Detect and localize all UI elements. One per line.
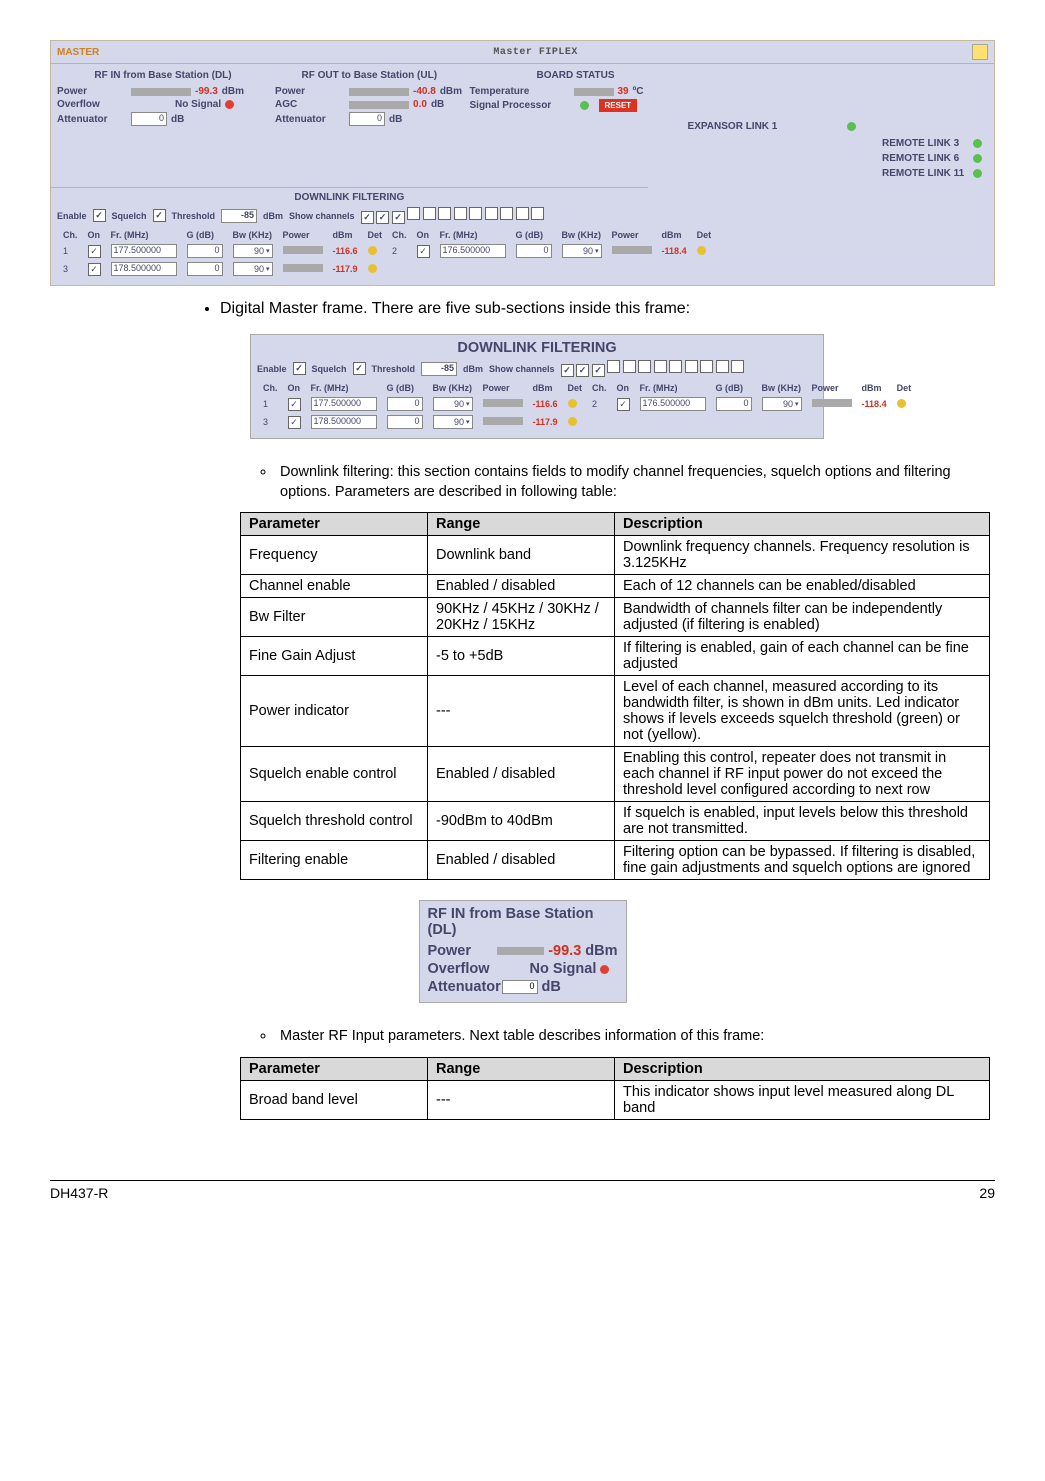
param-table-2: ParameterRangeDescription Broad band lev… [240, 1057, 990, 1120]
showch-checkbox[interactable] [469, 207, 482, 220]
sp-led-icon [580, 101, 589, 110]
overflow-label: Overflow [57, 99, 127, 110]
rfout-power-val: -40.8 [413, 86, 436, 97]
collapse-icon[interactable] [972, 44, 988, 60]
showch-checkbox[interactable] [423, 207, 436, 220]
circ2-text: Master RF Input parameters. Next table d… [276, 1027, 995, 1047]
rfout-head: RF OUT to Base Station (UL) [275, 68, 463, 85]
showch-checkbox[interactable] [731, 360, 744, 373]
atten2-input[interactable]: 0 [349, 112, 385, 126]
rfin-head: RF IN from Base Station (DL) [57, 68, 269, 85]
enable-checkbox[interactable]: ✓ [93, 209, 106, 222]
dl-sub-panel: DOWNLINK FILTERING Enable✓ Squelch✓ Thre… [250, 334, 824, 439]
footer-left: DH437-R [50, 1185, 108, 1201]
rfin-power-val: -99.3 [195, 86, 218, 97]
reset-button[interactable]: RESET [599, 99, 638, 112]
showch-checkbox[interactable] [654, 360, 667, 373]
expansor-label: EXPANSOR LINK 1 [688, 121, 778, 132]
remote-led-icon [973, 139, 982, 148]
expansor-led-icon [847, 122, 856, 131]
overflow-led-icon [225, 100, 234, 109]
master-panel: MASTER Master FIPLEX RF IN from Base Sta… [50, 40, 995, 286]
showch-checkbox[interactable] [669, 360, 682, 373]
showch-checkbox[interactable] [516, 207, 529, 220]
remote-link-label: REMOTE LINK 11 [882, 168, 964, 179]
param-table-1: ParameterRangeDescription FrequencyDownl… [240, 512, 990, 880]
showch-checkbox[interactable] [407, 207, 420, 220]
squelch-checkbox[interactable]: ✓ [153, 209, 166, 222]
master-tab[interactable]: MASTER [57, 47, 99, 58]
showch-checkbox[interactable] [607, 360, 620, 373]
board-head: BOARD STATUS [470, 68, 682, 85]
threshold-input[interactable]: -85 [221, 209, 257, 223]
page-footer: DH437-R 29 [50, 1180, 995, 1201]
showch-checkbox[interactable] [716, 360, 729, 373]
showch-checkbox[interactable] [638, 360, 651, 373]
agc-val: 0.0 [413, 99, 427, 110]
showch-checkbox[interactable] [700, 360, 713, 373]
showch-checkbox[interactable]: ✓ [592, 364, 605, 377]
showch-checkbox[interactable] [454, 207, 467, 220]
showch-checkbox[interactable] [531, 207, 544, 220]
showch-checkbox[interactable]: ✓ [561, 364, 574, 377]
atten-label: Attenuator [57, 114, 127, 125]
temp-val: 39 [618, 86, 629, 97]
panel-title-bar: MASTER Master FIPLEX [51, 41, 994, 64]
showch-checkbox[interactable] [500, 207, 513, 220]
rfin-sub-panel: RF IN from Base Station (DL) Power -99.3… [419, 900, 627, 1003]
showch-checkbox[interactable]: ✓ [376, 211, 389, 224]
circ1-text: Downlink filtering: this section contain… [276, 463, 995, 502]
atten-input[interactable]: 0 [131, 112, 167, 126]
panel-title: Master FIPLEX [99, 47, 972, 58]
power-bar [131, 88, 191, 96]
showch-checkbox[interactable] [623, 360, 636, 373]
power-label: Power [57, 86, 127, 97]
footer-right: 29 [979, 1185, 995, 1201]
showch-checkbox[interactable]: ✓ [361, 211, 374, 224]
dl-head: DOWNLINK FILTERING [57, 190, 642, 207]
bullet-text: Digital Master frame. There are five sub… [220, 300, 995, 318]
showch-checkbox[interactable] [485, 207, 498, 220]
showch-checkbox[interactable] [685, 360, 698, 373]
showch-checkbox[interactable] [438, 207, 451, 220]
showch-checkbox[interactable]: ✓ [576, 364, 589, 377]
remote-link-label: REMOTE LINK 3 [882, 138, 959, 149]
showch-checkbox[interactable]: ✓ [392, 211, 405, 224]
remote-led-icon [973, 154, 982, 163]
remote-link-label: REMOTE LINK 6 [882, 153, 959, 164]
nosignal: No Signal [175, 99, 221, 110]
remote-led-icon [973, 169, 982, 178]
